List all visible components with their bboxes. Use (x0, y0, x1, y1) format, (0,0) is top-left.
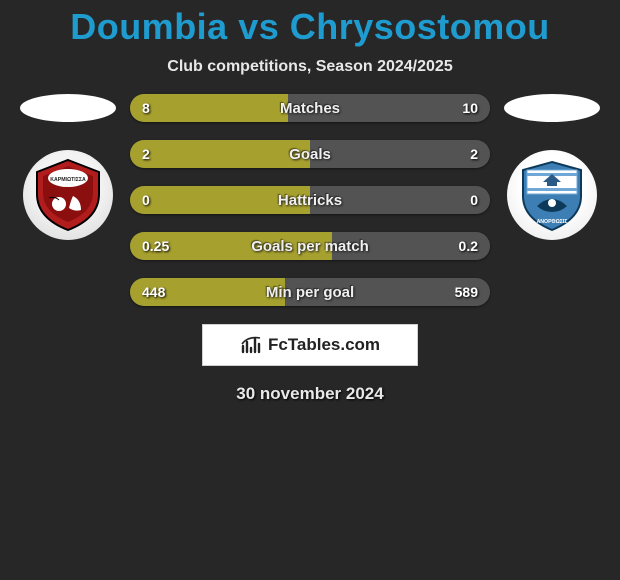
stat-value-right: 10 (462, 100, 478, 116)
stat-value-left: 2 (142, 146, 150, 162)
anorthosis-crest: ΑΝΟΡΘΩΣΙΣ (507, 150, 597, 240)
shield-icon: ΚΑΡΜΙΩΤΙΣΣΑ 1979 (29, 156, 107, 234)
stat-value-right: 589 (455, 284, 478, 300)
right-shadow-ellipse (504, 94, 600, 122)
brand-badge[interactable]: FcTables.com (202, 324, 418, 366)
left-shadow-ellipse (20, 94, 116, 122)
stat-value-left: 0.25 (142, 238, 169, 254)
comparison-card: Doumbia vs Chrysostomou Club competition… (0, 0, 620, 580)
stat-value-right: 2 (470, 146, 478, 162)
karmiotissa-crest: ΚΑΡΜΙΩΤΙΣΣΑ 1979 (23, 150, 113, 240)
stat-label: Goals (130, 146, 490, 163)
stat-row: Matches8 10 (130, 94, 490, 122)
comparison-date: 30 november 2024 (236, 384, 383, 404)
bar-chart-icon (240, 334, 262, 356)
season-subtitle: Club competitions, Season 2024/2025 (167, 58, 452, 76)
stat-label: Min per goal (130, 284, 490, 301)
svg-text:1979: 1979 (62, 183, 73, 189)
stat-value-left: 0 (142, 192, 150, 208)
stat-value-right: 0.2 (459, 238, 478, 254)
stat-bars: Matches8 10 Goals2 2 Hattricks0 0 Goals per ma… (130, 94, 490, 306)
right-column: ΑΝΟΡΘΩΣΙΣ (502, 94, 602, 240)
stat-label: Matches (130, 100, 490, 117)
left-column: ΚΑΡΜΙΩΤΙΣΣΑ 1979 (18, 94, 118, 240)
page-title: Doumbia vs Chrysostomou (70, 6, 550, 48)
stat-value-right: 0 (470, 192, 478, 208)
shield-icon: ΑΝΟΡΘΩΣΙΣ (513, 156, 591, 234)
stat-row: Min per goal448 589 (130, 278, 490, 306)
content-row: ΚΑΡΜΙΩΤΙΣΣΑ 1979 Matches8 10 Goals2 2 Hattri… (0, 94, 620, 306)
stat-value-left: 448 (142, 284, 165, 300)
svg-text:ΑΝΟΡΘΩΣΙΣ: ΑΝΟΡΘΩΣΙΣ (537, 219, 568, 225)
stat-row: Goals per match0.25 0.2 (130, 232, 490, 260)
stat-label: Hattricks (130, 192, 490, 209)
stat-value-left: 8 (142, 100, 150, 116)
brand-text: FcTables.com (268, 335, 380, 355)
stat-row: Hattricks0 0 (130, 186, 490, 214)
stat-row: Goals2 2 (130, 140, 490, 168)
stat-label: Goals per match (130, 238, 490, 255)
